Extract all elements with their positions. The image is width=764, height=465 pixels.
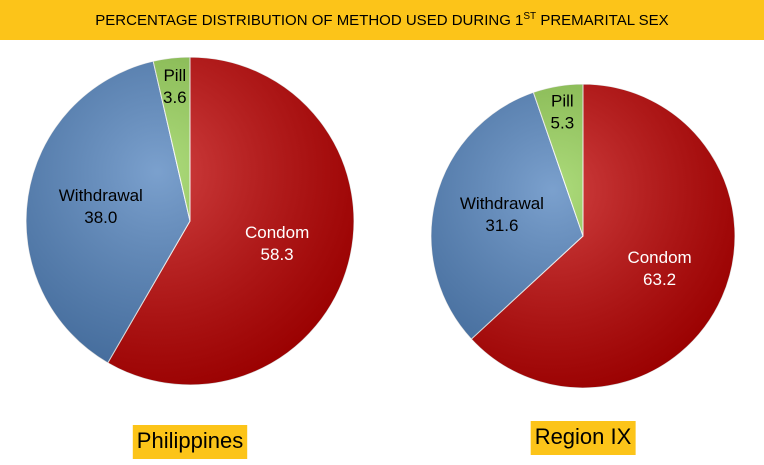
caption-box [530,421,636,455]
slice-label: Condom [627,248,691,267]
chart-caption: Region IX [535,424,632,449]
slice-label: Condom [245,223,309,242]
slice-value: 63.2 [643,270,676,289]
slice-label: Withdrawal [460,194,544,213]
chart-caption: Philippines [137,428,243,453]
slice-value: 3.6 [163,88,187,107]
slice-label: Pill [551,92,574,111]
slice-value: 38.0 [84,208,117,227]
title-bar [0,0,764,40]
slice-value: 58.3 [261,245,294,264]
caption-box [132,425,248,459]
slice-value: 5.3 [551,114,575,133]
slice-label: Pill [163,66,186,85]
title: PERCENTAGE DISTRIBUTION OF METHOD USED D… [95,11,668,29]
slice-value: 31.6 [485,216,518,235]
slice-label: Withdrawal [59,186,143,205]
